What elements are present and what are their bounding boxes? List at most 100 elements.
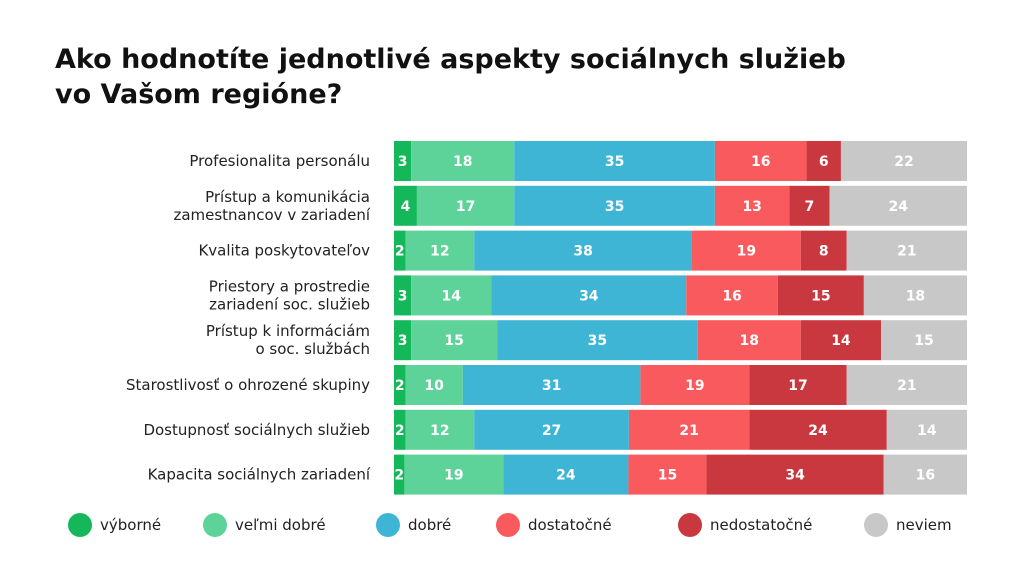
bar-segment xyxy=(714,141,807,181)
data-label: 15 xyxy=(811,288,830,304)
data-label: 17 xyxy=(788,378,807,394)
bar-segment xyxy=(686,275,778,316)
data-label: 35 xyxy=(605,154,624,170)
chart-title-line-2: vo Vašom regióne? xyxy=(55,79,343,110)
legend-swatch xyxy=(864,513,888,537)
data-label: 16 xyxy=(722,288,741,304)
data-label: 2 xyxy=(395,423,405,439)
data-label: 10 xyxy=(424,378,444,394)
data-label: 2 xyxy=(395,244,405,260)
legend: výborné veľmi dobré dobré dostatočné nedosta… xyxy=(68,513,952,537)
bar-segment xyxy=(846,230,967,271)
chart-title-line-1: Ako hodnotíte jednotlivé aspekty sociáln… xyxy=(55,44,846,75)
data-label: 22 xyxy=(894,154,913,170)
data-label: 19 xyxy=(444,468,463,484)
bar-segment xyxy=(416,185,515,226)
bar-segment xyxy=(411,320,498,361)
data-label: 6 xyxy=(819,154,829,170)
data-label: 12 xyxy=(430,244,449,260)
data-label: 21 xyxy=(897,378,916,394)
bar-segment xyxy=(806,141,841,181)
legend-item: neviem xyxy=(864,513,952,537)
bar-segment xyxy=(514,141,715,181)
data-label: 12 xyxy=(430,423,449,439)
data-label: 4 xyxy=(401,199,411,215)
bar-segment xyxy=(628,454,707,495)
bar-segment xyxy=(691,230,801,271)
data-label: 34 xyxy=(785,468,805,484)
bar-segment xyxy=(514,185,715,226)
bar-segment xyxy=(800,230,847,271)
data-label: 18 xyxy=(740,333,759,349)
data-label: 21 xyxy=(679,423,698,439)
bar-segment xyxy=(474,230,692,271)
data-label: 24 xyxy=(808,423,828,439)
bar-segment xyxy=(394,230,406,271)
bar-segment xyxy=(749,365,847,405)
data-label: 21 xyxy=(897,244,916,260)
bar-segment xyxy=(394,141,412,181)
data-label: 2 xyxy=(395,378,405,394)
legend-label: dostatočné xyxy=(528,516,612,534)
data-label: 34 xyxy=(579,288,599,304)
bar-segment xyxy=(883,454,967,495)
bar-segment xyxy=(503,454,629,495)
chart-title: Ako hodnotíte jednotlivé aspekty sociáln… xyxy=(55,42,955,112)
data-label: 19 xyxy=(737,244,756,260)
bar-segment xyxy=(749,409,887,450)
legend-label: výborné xyxy=(100,516,161,534)
legend-item: nedostatočné xyxy=(678,513,812,537)
legend-swatch xyxy=(376,513,400,537)
data-label: 14 xyxy=(442,288,462,304)
data-label: 7 xyxy=(805,199,815,215)
legend-swatch xyxy=(496,513,520,537)
bar-segment xyxy=(697,320,801,361)
bar-segment xyxy=(777,275,864,316)
category-label: Starostlivosť o ohrozené skupiny xyxy=(126,376,370,394)
data-label: 15 xyxy=(914,333,933,349)
data-label: 3 xyxy=(398,154,408,170)
data-label: 3 xyxy=(398,333,408,349)
bar-segment xyxy=(789,185,830,226)
bar-segment xyxy=(411,275,492,316)
bar-segment xyxy=(394,185,417,226)
data-label: 24 xyxy=(888,199,908,215)
data-label: 15 xyxy=(444,333,463,349)
data-label: 38 xyxy=(573,244,592,260)
bar-segment xyxy=(411,141,515,181)
data-label: 13 xyxy=(742,199,761,215)
legend-item: dobré xyxy=(376,513,451,537)
data-label: 35 xyxy=(605,199,624,215)
data-label: 31 xyxy=(542,378,561,394)
data-label: 18 xyxy=(453,154,472,170)
bar-segment xyxy=(840,141,967,181)
category-label: Priestory a prostredie zariadení soc. slu… xyxy=(209,277,370,313)
bar-segment xyxy=(829,185,967,226)
data-label: 35 xyxy=(588,333,607,349)
data-label: 8 xyxy=(819,244,829,260)
bar-segment xyxy=(394,320,412,361)
bar-segment xyxy=(800,320,882,361)
bar-segment xyxy=(474,409,629,450)
bar-segment xyxy=(886,409,967,450)
bar-segment xyxy=(706,454,884,495)
legend-label: neviem xyxy=(896,516,952,534)
data-label: 27 xyxy=(542,423,561,439)
category-label: Prístup k informáciám o soc. službách xyxy=(206,322,370,358)
bar-segment xyxy=(863,275,967,316)
data-label: 15 xyxy=(658,468,677,484)
bar-segment xyxy=(394,365,406,405)
category-labels: Profesionalita personálu Prístup a komuni… xyxy=(126,152,371,484)
bar-segment xyxy=(714,185,790,226)
bar-segment xyxy=(846,365,967,405)
legend-item: dostatočné xyxy=(496,513,612,537)
legend-item: veľmi dobré xyxy=(203,513,326,537)
category-label: Kvalita poskytovateľov xyxy=(198,242,370,260)
bar-segment xyxy=(491,275,687,316)
category-label: Prístup a komunikácia zamestnancov v zari… xyxy=(173,188,370,224)
data-label: 3 xyxy=(398,288,408,304)
bars: 3 18 35 16 6 224 17 35 13 7 242 12 38 19 8 213 14 34 16 15 1… xyxy=(394,141,967,495)
legend-swatch xyxy=(678,513,702,537)
bar-segment xyxy=(404,454,504,495)
